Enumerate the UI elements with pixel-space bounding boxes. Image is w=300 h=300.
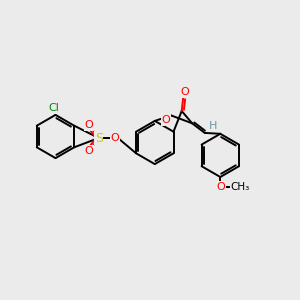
Text: S: S [95,131,103,145]
Text: H: H [209,121,217,131]
Text: O: O [180,87,189,97]
Text: CH₃: CH₃ [231,182,250,192]
Text: O: O [111,133,120,143]
Text: O: O [85,120,94,130]
Text: Cl: Cl [49,103,59,113]
Text: O: O [161,115,170,125]
Text: O: O [85,146,94,156]
Text: O: O [217,182,225,192]
